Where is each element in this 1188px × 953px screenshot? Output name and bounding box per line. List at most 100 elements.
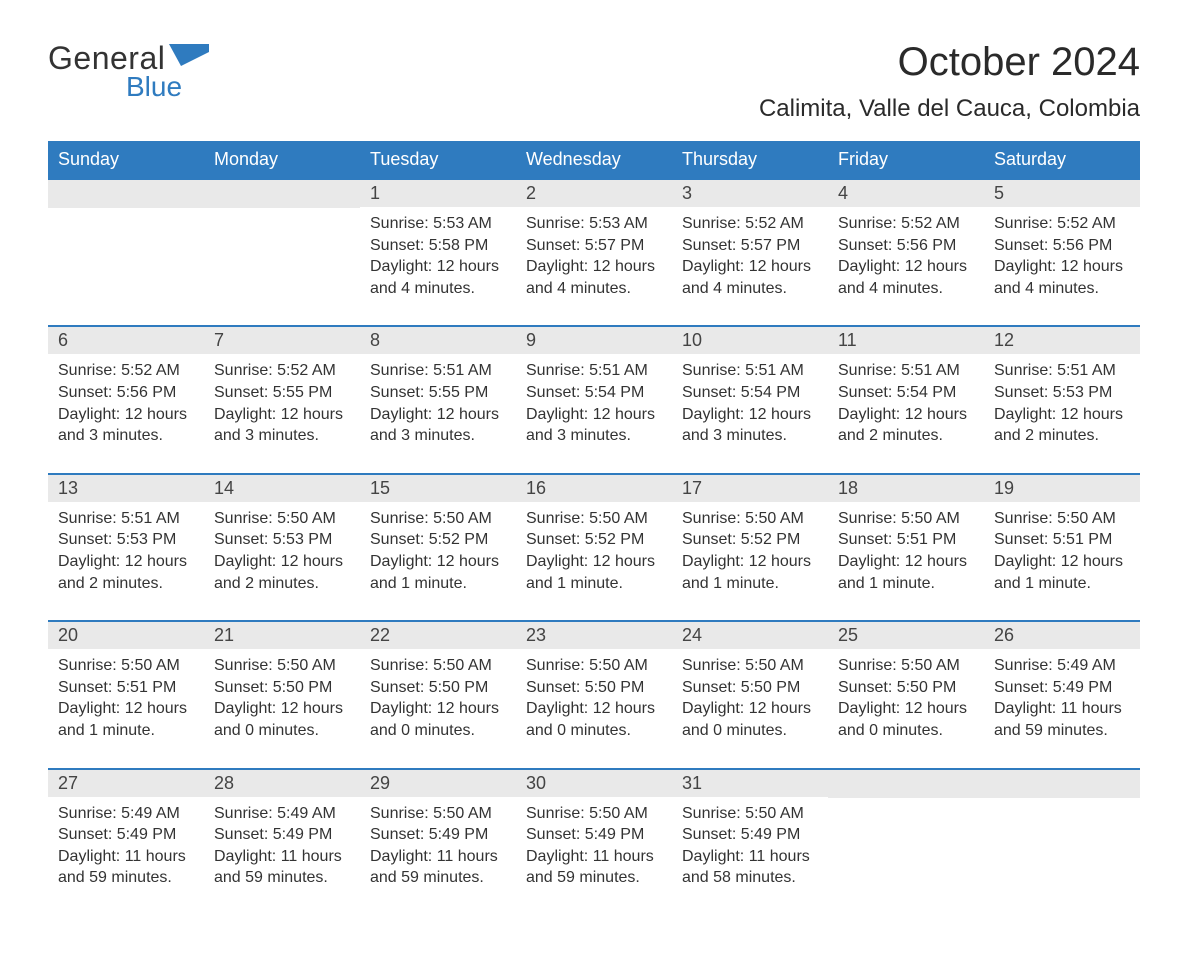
sunrise-text: Sunrise: 5:50 AM xyxy=(838,655,974,677)
sunrise-text: Sunrise: 5:50 AM xyxy=(994,508,1130,530)
sunset-text: Sunset: 5:52 PM xyxy=(682,529,818,551)
day-number: 30 xyxy=(516,770,672,797)
blank-day xyxy=(984,770,1140,798)
sunset-text: Sunset: 5:50 PM xyxy=(370,677,506,699)
day-number: 1 xyxy=(360,180,516,207)
daylight-text: Daylight: 11 hours and 59 minutes. xyxy=(526,846,662,889)
calendar-cell: 10Sunrise: 5:51 AMSunset: 5:54 PMDayligh… xyxy=(672,327,828,470)
calendar-cell: 29Sunrise: 5:50 AMSunset: 5:49 PMDayligh… xyxy=(360,770,516,913)
daylight-text: Daylight: 12 hours and 1 minute. xyxy=(58,698,194,741)
sunrise-text: Sunrise: 5:51 AM xyxy=(526,360,662,382)
calendar-week: 27Sunrise: 5:49 AMSunset: 5:49 PMDayligh… xyxy=(48,768,1140,913)
day-number: 17 xyxy=(672,475,828,502)
day-info: Sunrise: 5:52 AMSunset: 5:56 PMDaylight:… xyxy=(48,354,204,446)
sunrise-text: Sunrise: 5:50 AM xyxy=(682,655,818,677)
sunrise-text: Sunrise: 5:50 AM xyxy=(370,803,506,825)
calendar-cell: 11Sunrise: 5:51 AMSunset: 5:54 PMDayligh… xyxy=(828,327,984,470)
day-number: 13 xyxy=(48,475,204,502)
blank-day xyxy=(828,770,984,798)
sunset-text: Sunset: 5:49 PM xyxy=(370,824,506,846)
day-header-saturday: Saturday xyxy=(984,141,1140,178)
sunrise-text: Sunrise: 5:50 AM xyxy=(682,508,818,530)
daylight-text: Daylight: 12 hours and 2 minutes. xyxy=(58,551,194,594)
calendar-cell xyxy=(828,770,984,913)
sunrise-text: Sunrise: 5:52 AM xyxy=(994,213,1130,235)
sunrise-text: Sunrise: 5:49 AM xyxy=(994,655,1130,677)
daylight-text: Daylight: 12 hours and 2 minutes. xyxy=(838,404,974,447)
day-info: Sunrise: 5:52 AMSunset: 5:55 PMDaylight:… xyxy=(204,354,360,446)
daylight-text: Daylight: 12 hours and 1 minute. xyxy=(526,551,662,594)
daylight-text: Daylight: 12 hours and 0 minutes. xyxy=(214,698,350,741)
calendar-cell: 7Sunrise: 5:52 AMSunset: 5:55 PMDaylight… xyxy=(204,327,360,470)
calendar-cell: 17Sunrise: 5:50 AMSunset: 5:52 PMDayligh… xyxy=(672,475,828,618)
blank-day xyxy=(204,180,360,208)
day-number: 20 xyxy=(48,622,204,649)
calendar-cell: 18Sunrise: 5:50 AMSunset: 5:51 PMDayligh… xyxy=(828,475,984,618)
day-info: Sunrise: 5:51 AMSunset: 5:53 PMDaylight:… xyxy=(984,354,1140,446)
calendar-cell: 19Sunrise: 5:50 AMSunset: 5:51 PMDayligh… xyxy=(984,475,1140,618)
day-number: 10 xyxy=(672,327,828,354)
day-info: Sunrise: 5:51 AMSunset: 5:55 PMDaylight:… xyxy=(360,354,516,446)
calendar-cell xyxy=(984,770,1140,913)
sunset-text: Sunset: 5:53 PM xyxy=(214,529,350,551)
day-header-monday: Monday xyxy=(204,141,360,178)
day-info: Sunrise: 5:50 AMSunset: 5:50 PMDaylight:… xyxy=(516,649,672,741)
calendar-week: 13Sunrise: 5:51 AMSunset: 5:53 PMDayligh… xyxy=(48,473,1140,618)
day-info: Sunrise: 5:50 AMSunset: 5:49 PMDaylight:… xyxy=(360,797,516,889)
calendar-cell xyxy=(48,180,204,323)
calendar-cell: 15Sunrise: 5:50 AMSunset: 5:52 PMDayligh… xyxy=(360,475,516,618)
calendar-cell: 8Sunrise: 5:51 AMSunset: 5:55 PMDaylight… xyxy=(360,327,516,470)
sunset-text: Sunset: 5:51 PM xyxy=(58,677,194,699)
day-number: 21 xyxy=(204,622,360,649)
sunrise-text: Sunrise: 5:50 AM xyxy=(370,508,506,530)
day-number: 3 xyxy=(672,180,828,207)
day-info: Sunrise: 5:52 AMSunset: 5:57 PMDaylight:… xyxy=(672,207,828,299)
sunset-text: Sunset: 5:53 PM xyxy=(994,382,1130,404)
calendar-cell: 1Sunrise: 5:53 AMSunset: 5:58 PMDaylight… xyxy=(360,180,516,323)
day-header-tuesday: Tuesday xyxy=(360,141,516,178)
calendar-cell: 30Sunrise: 5:50 AMSunset: 5:49 PMDayligh… xyxy=(516,770,672,913)
sunset-text: Sunset: 5:57 PM xyxy=(682,235,818,257)
sunrise-text: Sunrise: 5:53 AM xyxy=(526,213,662,235)
sunrise-text: Sunrise: 5:52 AM xyxy=(682,213,818,235)
day-number: 11 xyxy=(828,327,984,354)
day-number: 14 xyxy=(204,475,360,502)
brand-line2: Blue xyxy=(126,71,209,103)
sunset-text: Sunset: 5:49 PM xyxy=(682,824,818,846)
day-info: Sunrise: 5:50 AMSunset: 5:52 PMDaylight:… xyxy=(516,502,672,594)
day-number: 4 xyxy=(828,180,984,207)
sunset-text: Sunset: 5:49 PM xyxy=(58,824,194,846)
calendar-cell: 22Sunrise: 5:50 AMSunset: 5:50 PMDayligh… xyxy=(360,622,516,765)
sunrise-text: Sunrise: 5:50 AM xyxy=(526,508,662,530)
sunrise-text: Sunrise: 5:51 AM xyxy=(682,360,818,382)
calendar-cell: 24Sunrise: 5:50 AMSunset: 5:50 PMDayligh… xyxy=(672,622,828,765)
sunrise-text: Sunrise: 5:52 AM xyxy=(838,213,974,235)
sunset-text: Sunset: 5:50 PM xyxy=(526,677,662,699)
day-info: Sunrise: 5:50 AMSunset: 5:51 PMDaylight:… xyxy=(828,502,984,594)
daylight-text: Daylight: 12 hours and 4 minutes. xyxy=(838,256,974,299)
day-info: Sunrise: 5:53 AMSunset: 5:58 PMDaylight:… xyxy=(360,207,516,299)
day-info: Sunrise: 5:50 AMSunset: 5:53 PMDaylight:… xyxy=(204,502,360,594)
daylight-text: Daylight: 12 hours and 0 minutes. xyxy=(838,698,974,741)
calendar-cell: 6Sunrise: 5:52 AMSunset: 5:56 PMDaylight… xyxy=(48,327,204,470)
sunset-text: Sunset: 5:49 PM xyxy=(994,677,1130,699)
calendar-cell: 31Sunrise: 5:50 AMSunset: 5:49 PMDayligh… xyxy=(672,770,828,913)
daylight-text: Daylight: 12 hours and 1 minute. xyxy=(994,551,1130,594)
calendar-cell xyxy=(204,180,360,323)
daylight-text: Daylight: 12 hours and 3 minutes. xyxy=(682,404,818,447)
sunset-text: Sunset: 5:56 PM xyxy=(58,382,194,404)
calendar-cell: 21Sunrise: 5:50 AMSunset: 5:50 PMDayligh… xyxy=(204,622,360,765)
daylight-text: Daylight: 12 hours and 4 minutes. xyxy=(682,256,818,299)
calendar-week: 20Sunrise: 5:50 AMSunset: 5:51 PMDayligh… xyxy=(48,620,1140,765)
calendar-cell: 2Sunrise: 5:53 AMSunset: 5:57 PMDaylight… xyxy=(516,180,672,323)
day-info: Sunrise: 5:50 AMSunset: 5:50 PMDaylight:… xyxy=(204,649,360,741)
calendar-cell: 13Sunrise: 5:51 AMSunset: 5:53 PMDayligh… xyxy=(48,475,204,618)
sunset-text: Sunset: 5:55 PM xyxy=(214,382,350,404)
sunrise-text: Sunrise: 5:50 AM xyxy=(526,803,662,825)
sunrise-text: Sunrise: 5:50 AM xyxy=(838,508,974,530)
day-number: 2 xyxy=(516,180,672,207)
daylight-text: Daylight: 12 hours and 4 minutes. xyxy=(370,256,506,299)
sunrise-text: Sunrise: 5:49 AM xyxy=(214,803,350,825)
calendar-cell: 27Sunrise: 5:49 AMSunset: 5:49 PMDayligh… xyxy=(48,770,204,913)
sunrise-text: Sunrise: 5:50 AM xyxy=(214,655,350,677)
